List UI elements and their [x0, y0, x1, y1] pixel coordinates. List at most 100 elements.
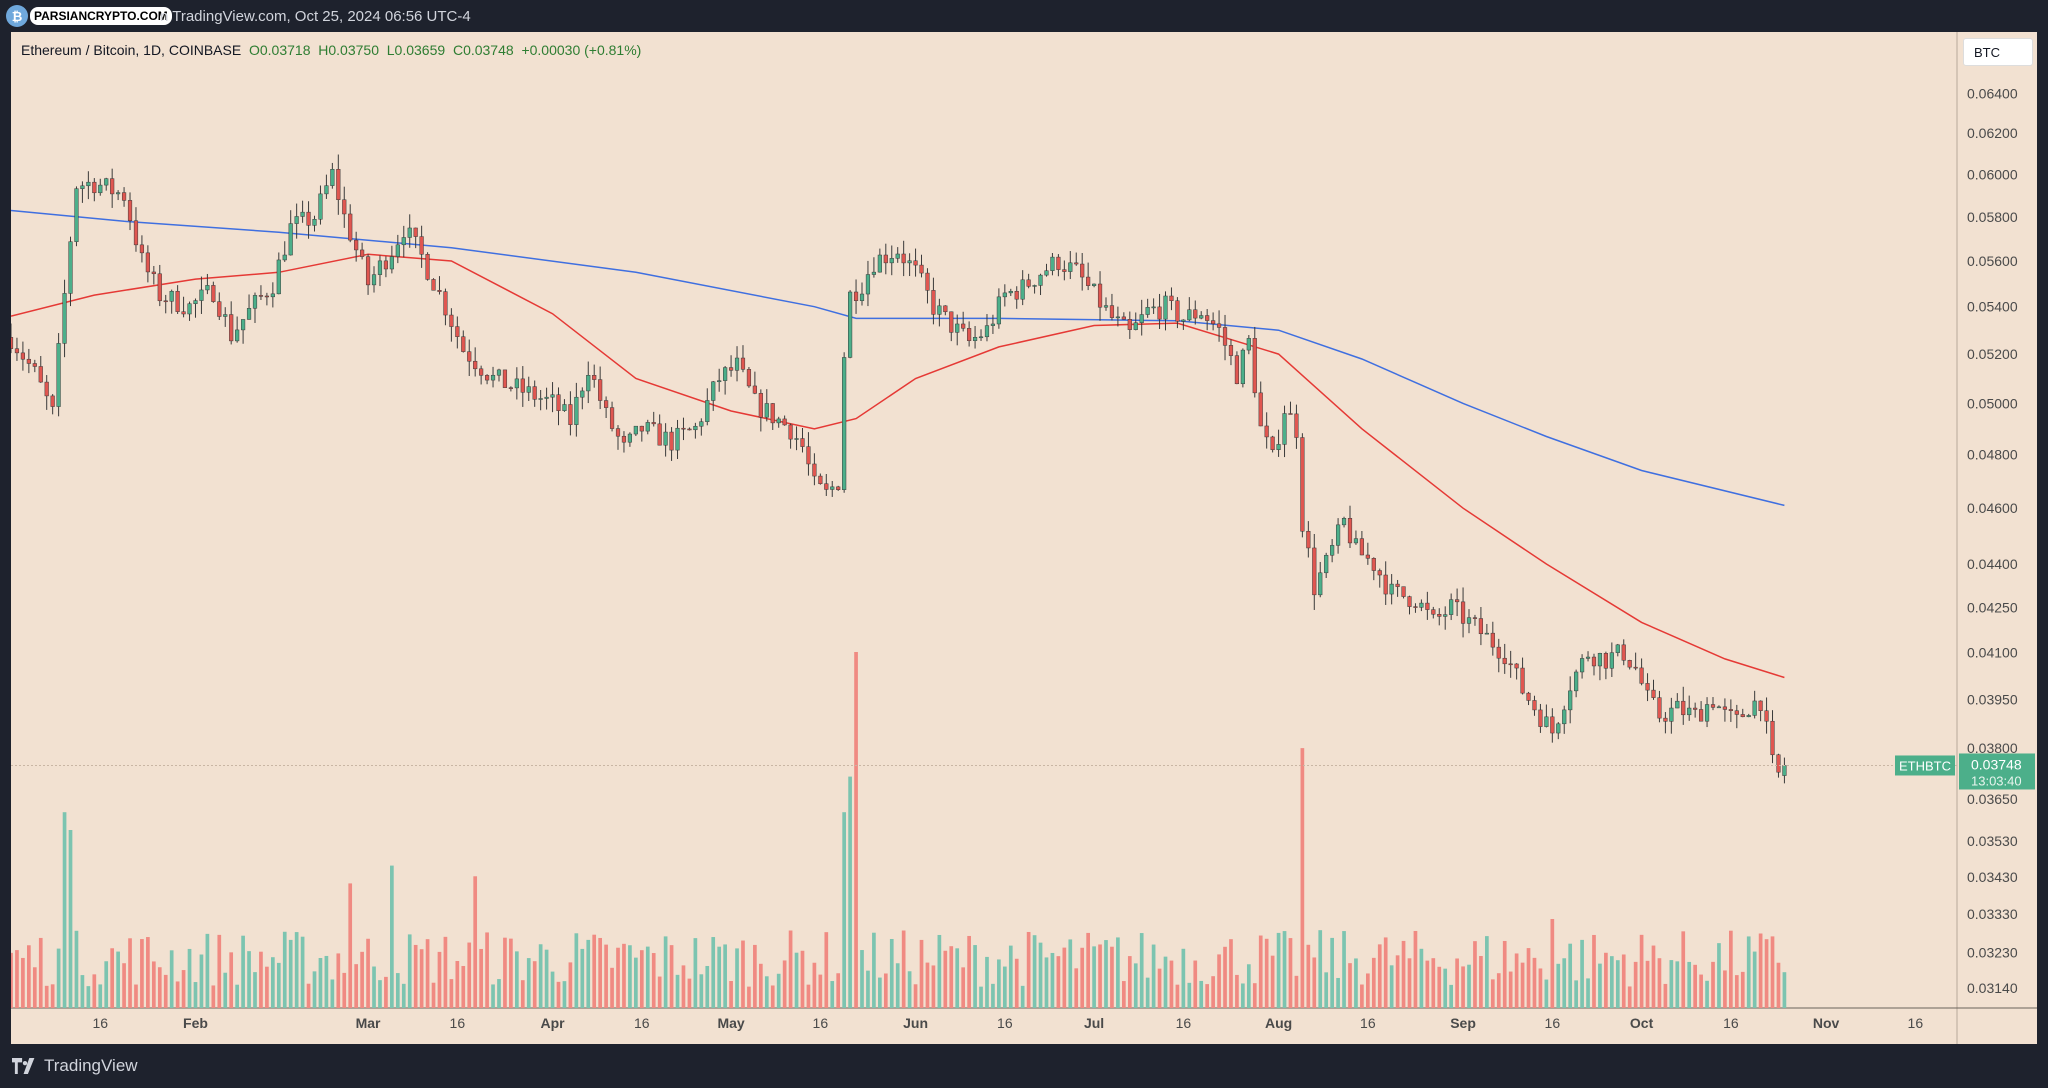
candle-body [1609, 652, 1614, 669]
candle-body [1693, 707, 1698, 710]
chart-svg[interactable]: 0.066000.064000.062000.060000.058000.056… [11, 32, 2037, 1044]
candle-body [615, 428, 621, 437]
volume-bar [1669, 960, 1674, 1008]
volume-bar [1723, 970, 1727, 1008]
candle-body [181, 311, 186, 315]
x-tick-label: Oct [1630, 1015, 1654, 1031]
volume-bar [217, 934, 222, 1008]
candle-body [193, 300, 198, 304]
candle-body [1728, 709, 1733, 711]
candle-body [1080, 263, 1085, 278]
candle-body [294, 216, 299, 224]
candle-body [276, 259, 281, 295]
volume-bar [1116, 937, 1120, 1008]
candle-body [1419, 602, 1424, 608]
volume-bar [1699, 974, 1703, 1008]
volume-bar [568, 962, 573, 1008]
volume-bar [1604, 952, 1608, 1008]
volume-bar [98, 984, 103, 1008]
volume-bar [1389, 965, 1394, 1008]
volume-bar [907, 971, 912, 1008]
volume-bar [705, 965, 710, 1008]
candle-body [574, 396, 579, 425]
volume-bar [1782, 972, 1787, 1008]
x-tick-label: 16 [813, 1015, 829, 1031]
volume-bar [1443, 968, 1448, 1008]
candle-body [645, 422, 650, 432]
candle-body [675, 427, 680, 451]
candle-body [734, 357, 740, 371]
candle-body [467, 351, 472, 362]
volume-bar [955, 948, 960, 1008]
tradingview-logo[interactable]: TradingView [12, 1056, 138, 1076]
volume-bar [991, 983, 995, 1008]
volume-bar [538, 944, 543, 1008]
volume-bar [1354, 958, 1358, 1008]
candle-body [205, 285, 210, 291]
candle-body [1508, 663, 1513, 666]
candle-body [1002, 292, 1007, 298]
candle-body [26, 358, 31, 364]
candle-body [1520, 667, 1525, 694]
volume-bar [693, 938, 698, 1008]
chart-area[interactable]: 0.066000.064000.062000.060000.058000.056… [11, 32, 2037, 1044]
candle-body [443, 291, 448, 316]
candle-body [1704, 704, 1710, 722]
volume-bar [1502, 940, 1507, 1008]
volume-bar [86, 986, 91, 1008]
volume-bar [1419, 948, 1424, 1008]
candle-body [223, 314, 228, 317]
candle-body [800, 438, 805, 447]
volume-bar [699, 974, 704, 1008]
volume-bar [1133, 963, 1138, 1008]
candle-body [1437, 614, 1442, 617]
volume-bar [1205, 984, 1210, 1008]
candle-body [883, 254, 888, 264]
volume-bar [1776, 962, 1781, 1008]
candle-body [1109, 305, 1115, 318]
currency-button[interactable]: BTC [1963, 38, 2033, 66]
volume-bar [128, 938, 132, 1008]
candle-body [342, 199, 347, 215]
candle-body [1294, 413, 1299, 438]
volume-bar [723, 944, 727, 1008]
volume-bar [669, 945, 674, 1008]
volume-bar [663, 936, 668, 1008]
candle-body [1288, 413, 1293, 415]
candle-body [1014, 290, 1019, 300]
candle-body [92, 181, 97, 194]
volume-bar [1413, 930, 1418, 1008]
candle-body [1127, 319, 1132, 330]
candle-body [1455, 599, 1460, 603]
volume-bar [235, 984, 239, 1008]
candle-body [1115, 316, 1120, 319]
candle-body [330, 169, 335, 186]
volume-bar [318, 958, 323, 1008]
volume-bar [1068, 939, 1073, 1008]
volume-bar [592, 934, 597, 1008]
volume-bar [645, 946, 650, 1008]
candle-body [431, 279, 436, 291]
y-tick-label: 0.05200 [1967, 346, 2018, 362]
candle-body [788, 424, 793, 440]
candle-body [1657, 697, 1662, 719]
volume-bar [413, 944, 418, 1008]
candle-body [1490, 632, 1495, 648]
volume-bar [824, 932, 829, 1008]
candle-body [449, 314, 454, 327]
candle-body [580, 390, 585, 398]
volume-bar [271, 957, 275, 1008]
volume-bar [1574, 980, 1578, 1008]
candle-body [1306, 530, 1311, 549]
candle-body [1092, 283, 1097, 286]
y-tick-label: 0.06200 [1967, 125, 2018, 141]
candle-body [1758, 700, 1763, 711]
volume-bar [735, 948, 739, 1008]
top-bar: ₿ PARSIANCRYPTO.COM n TradingView.com, O… [0, 0, 2048, 32]
volume-bar [1098, 944, 1102, 1008]
volume-bar [1300, 748, 1305, 1008]
volume-bar [21, 957, 25, 1008]
candle-body [711, 381, 716, 401]
candle-body [383, 260, 389, 270]
y-tick-label: 0.03230 [1967, 944, 2018, 960]
